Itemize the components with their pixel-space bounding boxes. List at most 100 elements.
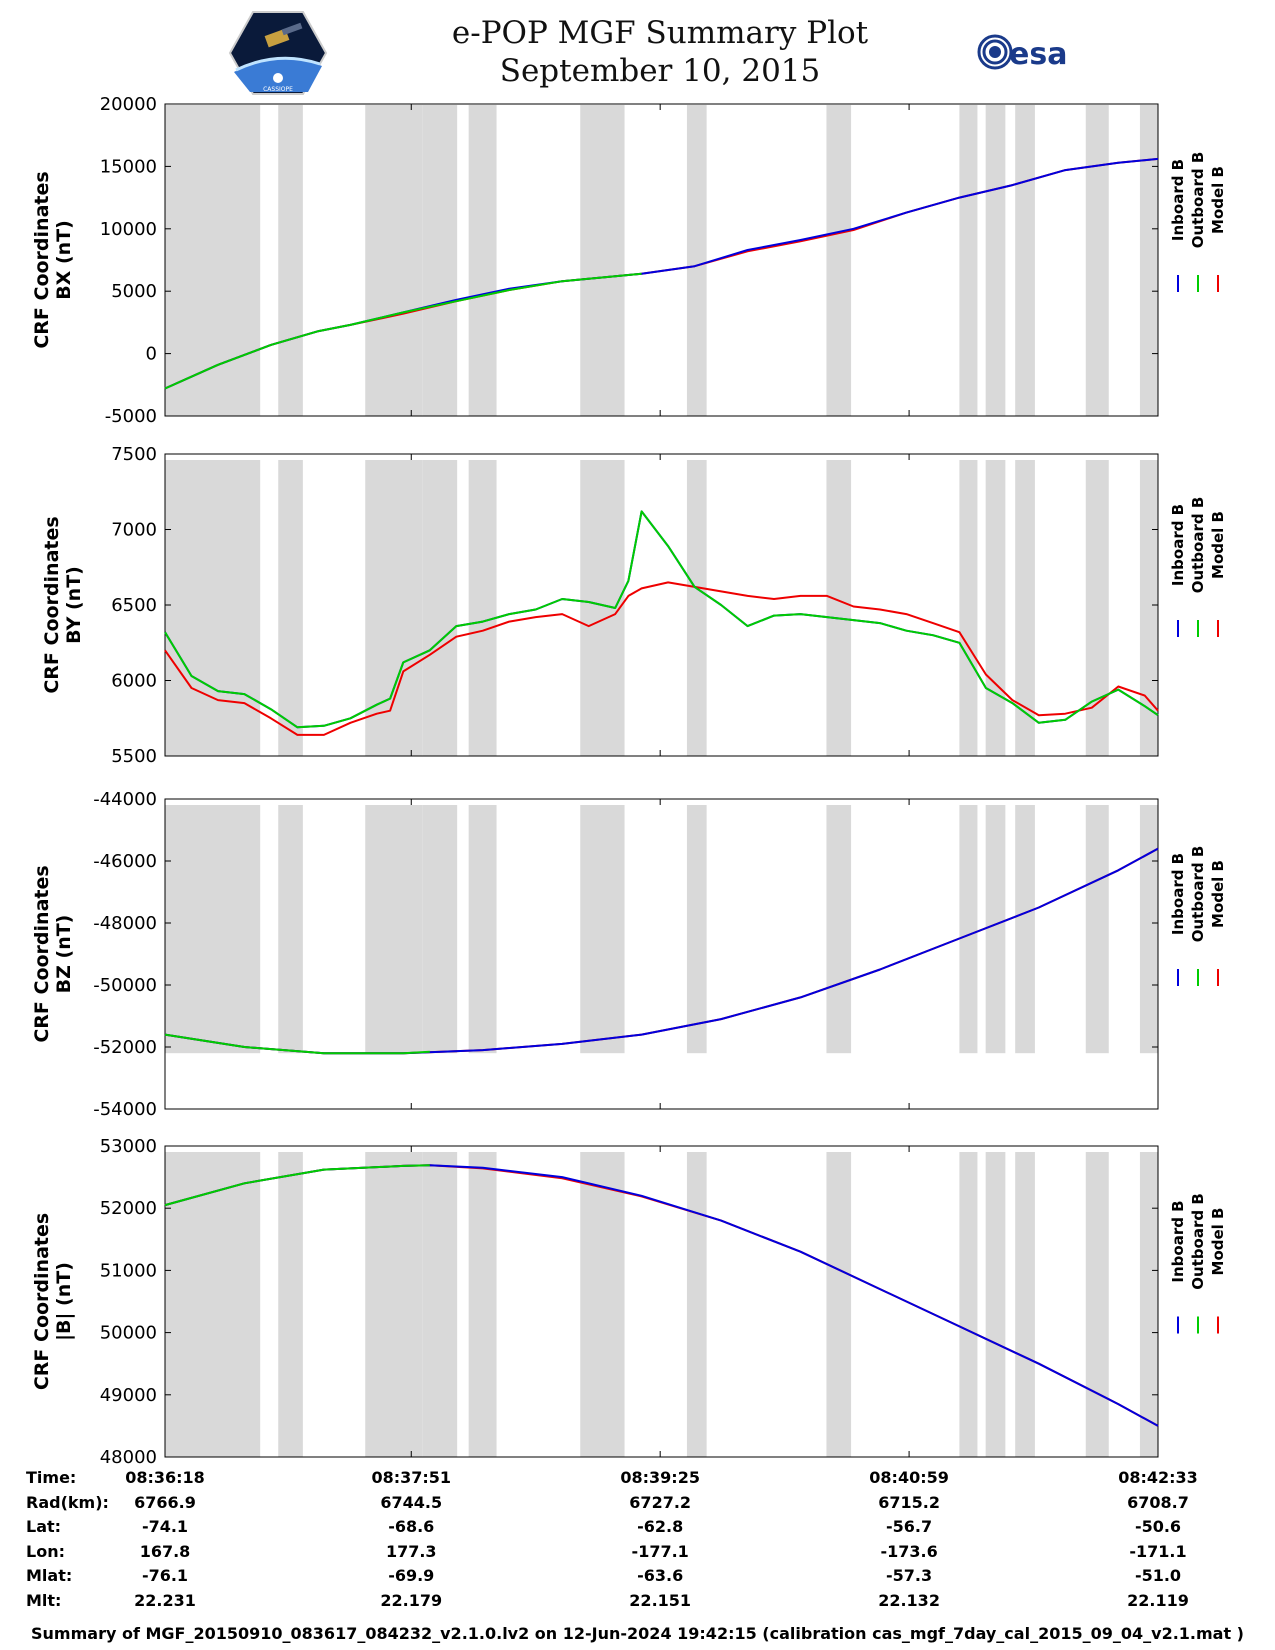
- data-gap-band: [686, 1152, 707, 1457]
- data-gap-band: [1015, 805, 1035, 1054]
- info-row-label: Mlt:: [26, 1590, 62, 1610]
- data-gap-band: [422, 105, 458, 416]
- data-gap-band: [1015, 460, 1035, 756]
- data-gap-band: [1085, 105, 1109, 416]
- y-tick-label: 7000: [111, 520, 157, 541]
- data-gap-band: [365, 1152, 423, 1457]
- info-cell: 08:40:59: [869, 1468, 949, 1487]
- info-cell: -56.7: [886, 1517, 933, 1536]
- info-cell: -173.6: [880, 1541, 938, 1561]
- y-tick-label: -46000: [93, 851, 157, 872]
- y-tick-label: 51000: [100, 1260, 157, 1281]
- info-cell: -69.9: [388, 1566, 435, 1585]
- info-cell: -62.8: [637, 1517, 684, 1536]
- y-axis-label: CRF Coordinates: [41, 516, 63, 693]
- data-gap-band: [1015, 1152, 1035, 1457]
- data-gap-band: [278, 460, 303, 756]
- data-gap-band: [422, 1152, 458, 1457]
- cassiope-logo-text: CASSIOPE: [263, 86, 293, 93]
- legend-label: Inboard B: [1169, 504, 1187, 586]
- data-gap-band: [985, 460, 1006, 756]
- legend-label: Model B: [1209, 511, 1227, 579]
- y-axis-label: CRF Coordinates: [31, 171, 53, 348]
- data-gap-band: [959, 1152, 978, 1457]
- data-gap-band: [1139, 805, 1158, 1054]
- info-row-label: Mlat:: [26, 1566, 73, 1585]
- info-row: Time: 08:36:18 08:37:51 08:39:25 08:40:59 08:…: [0, 1468, 1275, 1493]
- data-gap-band: [468, 105, 497, 416]
- y-axis-label: CRF Coordinates: [31, 865, 53, 1042]
- cassiope-logo: CASSIOPE: [228, 11, 328, 95]
- info-cell: 167.8: [139, 1541, 191, 1561]
- info-cell: -57.3: [886, 1566, 933, 1585]
- data-gap-band: [826, 805, 852, 1054]
- info-cell: -74.1: [141, 1517, 189, 1536]
- data-gap-band: [365, 105, 423, 416]
- info-row-label: Lat:: [26, 1517, 62, 1536]
- info-cell: 6766.9: [134, 1492, 196, 1512]
- panel-bz: -54000 -52000 -50000 -48000 -46000 -44000 CRF …: [31, 789, 1227, 1120]
- data-gap-band: [580, 805, 625, 1054]
- info-row: Lat: -74.1 -68.6 -62.8 -56.7 -50.6: [0, 1517, 1275, 1542]
- data-gap-band: [165, 105, 261, 416]
- data-gap-band: [826, 460, 852, 756]
- series-line-inboard-b: [164, 847, 1159, 1055]
- y-tick-label: 53000: [100, 1136, 157, 1157]
- y-axis-label-units: BY (nT): [63, 566, 85, 644]
- data-gap-band: [959, 105, 978, 416]
- data-gap-band: [422, 460, 458, 756]
- legend-label: Outboard B: [1189, 152, 1207, 249]
- y-tick-label: 6500: [111, 595, 157, 616]
- data-gap-band: [686, 805, 707, 1054]
- data-gap-band: [1085, 1152, 1109, 1457]
- data-gap-band: [165, 460, 261, 756]
- series-line-inboard-b: [164, 510, 1159, 729]
- series-line-outboard-b: [164, 1164, 430, 1207]
- data-gap-band: [985, 1152, 1006, 1457]
- info-cell: 6727.2: [629, 1492, 692, 1512]
- series-line-model-b: [164, 581, 1159, 736]
- data-gap-band: [165, 805, 261, 1054]
- y-tick-label: -54000: [93, 1099, 157, 1120]
- series-line-model-b: [164, 847, 1159, 1055]
- data-gap-band: [468, 1152, 497, 1457]
- info-cell: -63.6: [637, 1566, 684, 1585]
- data-gap-band: [985, 105, 1006, 416]
- legend-label: Outboard B: [1189, 497, 1207, 594]
- panel-bx: -5000 0 5000 10000 15000 20000 CRF Coordinates…: [31, 94, 1227, 427]
- esa-logo: esa: [977, 34, 1067, 72]
- info-cell: 08:42:33: [1118, 1468, 1198, 1487]
- y-tick-label: 6000: [111, 671, 157, 692]
- y-axis-label-units: BZ (nT): [53, 915, 75, 994]
- legend-label: Outboard B: [1189, 1193, 1207, 1290]
- data-gap-band: [1139, 460, 1158, 756]
- y-tick-label: 7500: [111, 444, 157, 465]
- info-cell: -50.6: [1134, 1517, 1182, 1536]
- data-gap-band: [580, 460, 625, 756]
- panel-frame: [164, 1145, 1159, 1458]
- info-cell: 22.231: [134, 1590, 196, 1610]
- legend-label: Model B: [1209, 166, 1227, 234]
- legend-label: Model B: [1209, 860, 1227, 928]
- info-cell: 08:39:25: [620, 1468, 700, 1487]
- panel-frame: [164, 453, 1159, 757]
- y-tick-label: 10000: [100, 219, 157, 240]
- data-gap-band: [580, 105, 625, 416]
- y-tick-label: 0: [146, 344, 157, 365]
- y-tick-label: -50000: [93, 975, 157, 996]
- info-cell: 6708.7: [1127, 1492, 1189, 1512]
- info-row-label: Lon:: [26, 1541, 65, 1561]
- data-gap-band: [1085, 460, 1109, 756]
- summary-footer: Summary of MGF_20150910_083617_084232_v2…: [31, 1624, 1244, 1643]
- data-gap-band: [1085, 805, 1109, 1054]
- y-axis-label-units: BX (nT): [53, 220, 75, 300]
- y-tick-label: -48000: [93, 913, 157, 934]
- data-gap-band: [826, 1152, 852, 1457]
- y-axis-label: CRF Coordinates: [31, 1213, 53, 1390]
- y-tick-label: 52000: [100, 1198, 157, 1219]
- data-gap-band: [686, 105, 707, 416]
- panel-bmag: 48000 49000 50000 51000 52000 53000 CRF Coordi…: [31, 1136, 1227, 1468]
- y-tick-label: 5000: [111, 281, 157, 302]
- series-line-model-b: [164, 157, 1159, 390]
